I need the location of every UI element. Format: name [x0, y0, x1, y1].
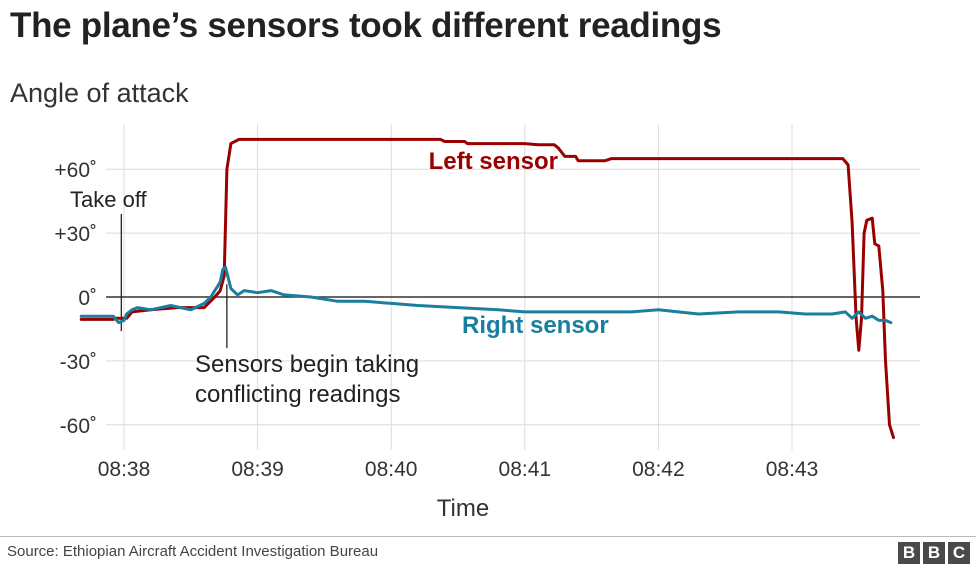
- footer-divider: [0, 536, 976, 537]
- y-tick-label: +30˚: [54, 223, 97, 246]
- x-tick-label: 08:38: [98, 458, 151, 481]
- conflict-annotation-line: Sensors begin taking: [195, 351, 419, 378]
- bbc-logo-letter-c: C: [948, 542, 970, 564]
- bbc-logo-letter-b2: B: [923, 542, 945, 564]
- x-tick-label: 08:41: [499, 458, 552, 481]
- x-axis-label: Time: [437, 495, 489, 522]
- chart-title: The plane’s sensors took different readi…: [10, 6, 722, 45]
- y-tick-label: +60˚: [54, 159, 97, 182]
- bbc-logo: B B C: [898, 542, 970, 564]
- bbc-logo-letter-b1: B: [898, 542, 920, 564]
- chart-plot: 08:38 08:39 08:40 08:41 08:42 08:43 +60˚ +30˚ 0˚…: [54, 124, 920, 522]
- left-sensor-line: [79, 137, 895, 440]
- x-tick-label: 08:39: [231, 458, 284, 481]
- x-tick-label: 08:42: [632, 458, 685, 481]
- right-sensor-label: Right sensor: [462, 312, 609, 339]
- y-tick-label: -60˚: [60, 415, 97, 438]
- right-sensor-line: [79, 265, 893, 325]
- takeoff-annotation: Take off: [70, 187, 148, 212]
- y-tick-label: -30˚: [60, 351, 97, 374]
- x-tick-label: 08:40: [365, 458, 418, 481]
- x-tick-label: 08:43: [766, 458, 819, 481]
- conflict-annotation-line: conflicting readings: [195, 381, 400, 408]
- source-note: Source: Ethiopian Aircraft Accident Inve…: [7, 543, 379, 560]
- chart-subtitle: Angle of attack: [10, 78, 189, 108]
- y-tick-label: 0˚: [78, 287, 97, 310]
- left-sensor-label: Left sensor: [429, 148, 558, 175]
